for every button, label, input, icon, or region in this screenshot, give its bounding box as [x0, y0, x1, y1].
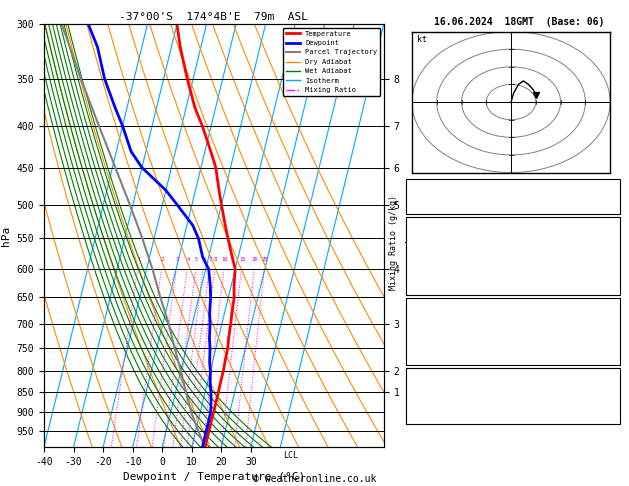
- Text: CAPE (J): CAPE (J): [410, 344, 457, 353]
- Bar: [406, 297, 620, 364]
- Text: Dewp (°C): Dewp (°C): [410, 242, 463, 251]
- Text: 8: 8: [214, 257, 217, 262]
- Text: 13.6: 13.6: [538, 242, 562, 251]
- Text: Surface: Surface: [492, 218, 533, 228]
- Text: 25: 25: [262, 257, 269, 262]
- Text: 2: 2: [161, 257, 164, 262]
- Text: 7: 7: [208, 257, 212, 262]
- Text: LCL: LCL: [283, 451, 298, 460]
- Text: θe(K): θe(K): [410, 252, 440, 262]
- Bar: [406, 367, 620, 424]
- Text: Temp (°C): Temp (°C): [410, 231, 463, 241]
- Text: Totals Totals: Totals Totals: [410, 192, 486, 203]
- Text: 20: 20: [252, 257, 258, 262]
- Text: 4: 4: [186, 257, 189, 262]
- Text: 10: 10: [221, 257, 228, 262]
- Text: K: K: [410, 182, 416, 192]
- Text: 1: 1: [538, 333, 544, 343]
- Text: Lifted Index: Lifted Index: [410, 333, 481, 343]
- Text: Lifted Index: Lifted Index: [410, 262, 481, 273]
- Bar: [406, 217, 620, 295]
- Text: Most Unstable: Most Unstable: [474, 299, 551, 309]
- Bar: [406, 179, 620, 214]
- Text: 348°: 348°: [538, 403, 562, 413]
- X-axis label: Dewpoint / Temperature (°C): Dewpoint / Temperature (°C): [123, 472, 305, 483]
- Text: 48: 48: [538, 192, 550, 203]
- Text: SREH: SREH: [410, 392, 433, 402]
- Y-axis label: km
ASL: km ASL: [405, 227, 426, 244]
- Text: 315: 315: [538, 252, 556, 262]
- Text: 1: 1: [538, 262, 544, 273]
- Text: Pressure (mb): Pressure (mb): [410, 312, 486, 321]
- Text: PW (cm): PW (cm): [410, 203, 451, 213]
- Text: 15: 15: [239, 257, 245, 262]
- Text: θe (K): θe (K): [410, 322, 445, 332]
- Text: 5: 5: [195, 257, 198, 262]
- Text: -57: -57: [538, 392, 556, 402]
- Legend: Temperature, Dewpoint, Parcel Trajectory, Dry Adiabat, Wet Adiabat, Isotherm, Mi: Temperature, Dewpoint, Parcel Trajectory…: [283, 28, 380, 96]
- Text: CIN (J): CIN (J): [410, 284, 451, 294]
- Text: StmSpd (kt): StmSpd (kt): [410, 414, 475, 423]
- Text: kt: kt: [417, 35, 427, 44]
- Text: -206: -206: [538, 382, 562, 391]
- Text: 1: 1: [137, 257, 140, 262]
- Text: 30: 30: [538, 414, 550, 423]
- Text: 11: 11: [538, 354, 550, 364]
- Text: 25: 25: [538, 182, 550, 192]
- Text: 2.36: 2.36: [538, 203, 562, 213]
- Text: Mixing Ratio (g/kg): Mixing Ratio (g/kg): [389, 195, 398, 291]
- Title: -37°00'S  174°4B'E  79m  ASL: -37°00'S 174°4B'E 79m ASL: [120, 12, 308, 22]
- Text: 77: 77: [538, 344, 550, 353]
- Text: 3: 3: [175, 257, 179, 262]
- Text: Hodograph: Hodograph: [486, 369, 539, 379]
- Text: CIN (J): CIN (J): [410, 354, 451, 364]
- Y-axis label: hPa: hPa: [1, 226, 11, 246]
- Text: 16.06.2024  18GMT  (Base: 06): 16.06.2024 18GMT (Base: 06): [434, 17, 604, 27]
- Text: 993: 993: [538, 312, 556, 321]
- Text: StmDir: StmDir: [410, 403, 445, 413]
- Text: EH: EH: [410, 382, 421, 391]
- Text: CAPE (J): CAPE (J): [410, 273, 457, 283]
- Text: 77: 77: [538, 273, 550, 283]
- Text: 14.5: 14.5: [538, 231, 562, 241]
- Text: 315: 315: [538, 322, 556, 332]
- Text: 11: 11: [538, 284, 550, 294]
- Text: 6: 6: [203, 257, 206, 262]
- Text: © weatheronline.co.uk: © weatheronline.co.uk: [253, 473, 376, 484]
